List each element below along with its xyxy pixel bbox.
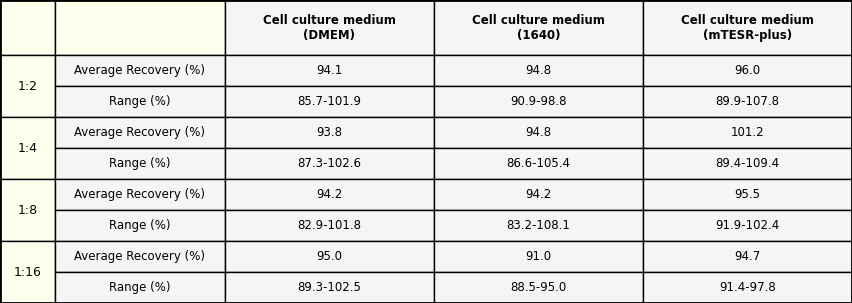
Bar: [55, 148, 225, 179]
Text: 89.4-109.4: 89.4-109.4: [716, 157, 780, 170]
Bar: [434, 117, 643, 148]
Text: 1:8: 1:8: [17, 204, 37, 217]
Bar: [225, 272, 434, 303]
Text: Cell culture medium
(DMEM): Cell culture medium (DMEM): [263, 14, 396, 42]
Bar: [643, 210, 852, 241]
Text: 86.6-105.4: 86.6-105.4: [506, 157, 571, 170]
Text: Range (%): Range (%): [109, 219, 170, 232]
Bar: [434, 86, 643, 117]
Bar: [225, 86, 434, 117]
Bar: [434, 241, 643, 272]
Text: 90.9-98.8: 90.9-98.8: [510, 95, 567, 108]
Text: Average Recovery (%): Average Recovery (%): [74, 64, 205, 77]
Text: 91.9-102.4: 91.9-102.4: [716, 219, 780, 232]
Text: Average Recovery (%): Average Recovery (%): [74, 126, 205, 139]
Text: 101.2: 101.2: [731, 126, 764, 139]
Text: 91.0: 91.0: [526, 250, 551, 263]
Bar: [0, 241, 55, 303]
Bar: [434, 55, 643, 86]
Text: 96.0: 96.0: [734, 64, 761, 77]
Bar: [434, 272, 643, 303]
Text: 89.9-107.8: 89.9-107.8: [716, 95, 780, 108]
Text: Range (%): Range (%): [109, 281, 170, 294]
Text: 88.5-95.0: 88.5-95.0: [510, 281, 567, 294]
Bar: [434, 148, 643, 179]
Bar: [225, 117, 434, 148]
Bar: [643, 148, 852, 179]
Text: 94.7: 94.7: [734, 250, 761, 263]
Bar: [55, 117, 225, 148]
Text: Cell culture medium
(1640): Cell culture medium (1640): [472, 14, 605, 42]
Bar: [643, 179, 852, 210]
Text: 1:16: 1:16: [14, 265, 42, 278]
Text: 94.8: 94.8: [526, 64, 551, 77]
Bar: [643, 55, 852, 86]
Text: Average Recovery (%): Average Recovery (%): [74, 188, 205, 201]
Bar: [643, 0, 852, 55]
Text: Range (%): Range (%): [109, 95, 170, 108]
Text: 94.8: 94.8: [526, 126, 551, 139]
Text: Average Recovery (%): Average Recovery (%): [74, 250, 205, 263]
Bar: [0, 179, 55, 241]
Bar: [55, 55, 225, 86]
Text: Cell culture medium
(mTESR-plus): Cell culture medium (mTESR-plus): [681, 14, 814, 42]
Text: 94.2: 94.2: [526, 188, 551, 201]
Bar: [0, 55, 55, 117]
Bar: [55, 86, 225, 117]
Bar: [55, 0, 225, 55]
Text: 93.8: 93.8: [316, 126, 343, 139]
Bar: [434, 210, 643, 241]
Bar: [225, 0, 434, 55]
Text: 85.7-101.9: 85.7-101.9: [297, 95, 361, 108]
Bar: [643, 272, 852, 303]
Bar: [0, 0, 55, 55]
Bar: [643, 86, 852, 117]
Bar: [434, 179, 643, 210]
Bar: [225, 148, 434, 179]
Text: 1:2: 1:2: [18, 79, 37, 92]
Text: 1:4: 1:4: [18, 142, 37, 155]
Bar: [0, 117, 55, 179]
Bar: [225, 55, 434, 86]
Text: 95.0: 95.0: [316, 250, 343, 263]
Text: 95.5: 95.5: [734, 188, 761, 201]
Text: 94.1: 94.1: [316, 64, 343, 77]
Text: 91.4-97.8: 91.4-97.8: [719, 281, 776, 294]
Text: 94.2: 94.2: [316, 188, 343, 201]
Bar: [225, 210, 434, 241]
Bar: [55, 210, 225, 241]
Text: 82.9-101.8: 82.9-101.8: [297, 219, 361, 232]
Bar: [55, 241, 225, 272]
Bar: [55, 179, 225, 210]
Text: 89.3-102.5: 89.3-102.5: [297, 281, 361, 294]
Bar: [434, 0, 643, 55]
Bar: [55, 272, 225, 303]
Bar: [225, 179, 434, 210]
Text: 87.3-102.6: 87.3-102.6: [297, 157, 361, 170]
Text: 83.2-108.1: 83.2-108.1: [507, 219, 571, 232]
Bar: [225, 241, 434, 272]
Bar: [643, 117, 852, 148]
Text: Range (%): Range (%): [109, 157, 170, 170]
Bar: [643, 241, 852, 272]
